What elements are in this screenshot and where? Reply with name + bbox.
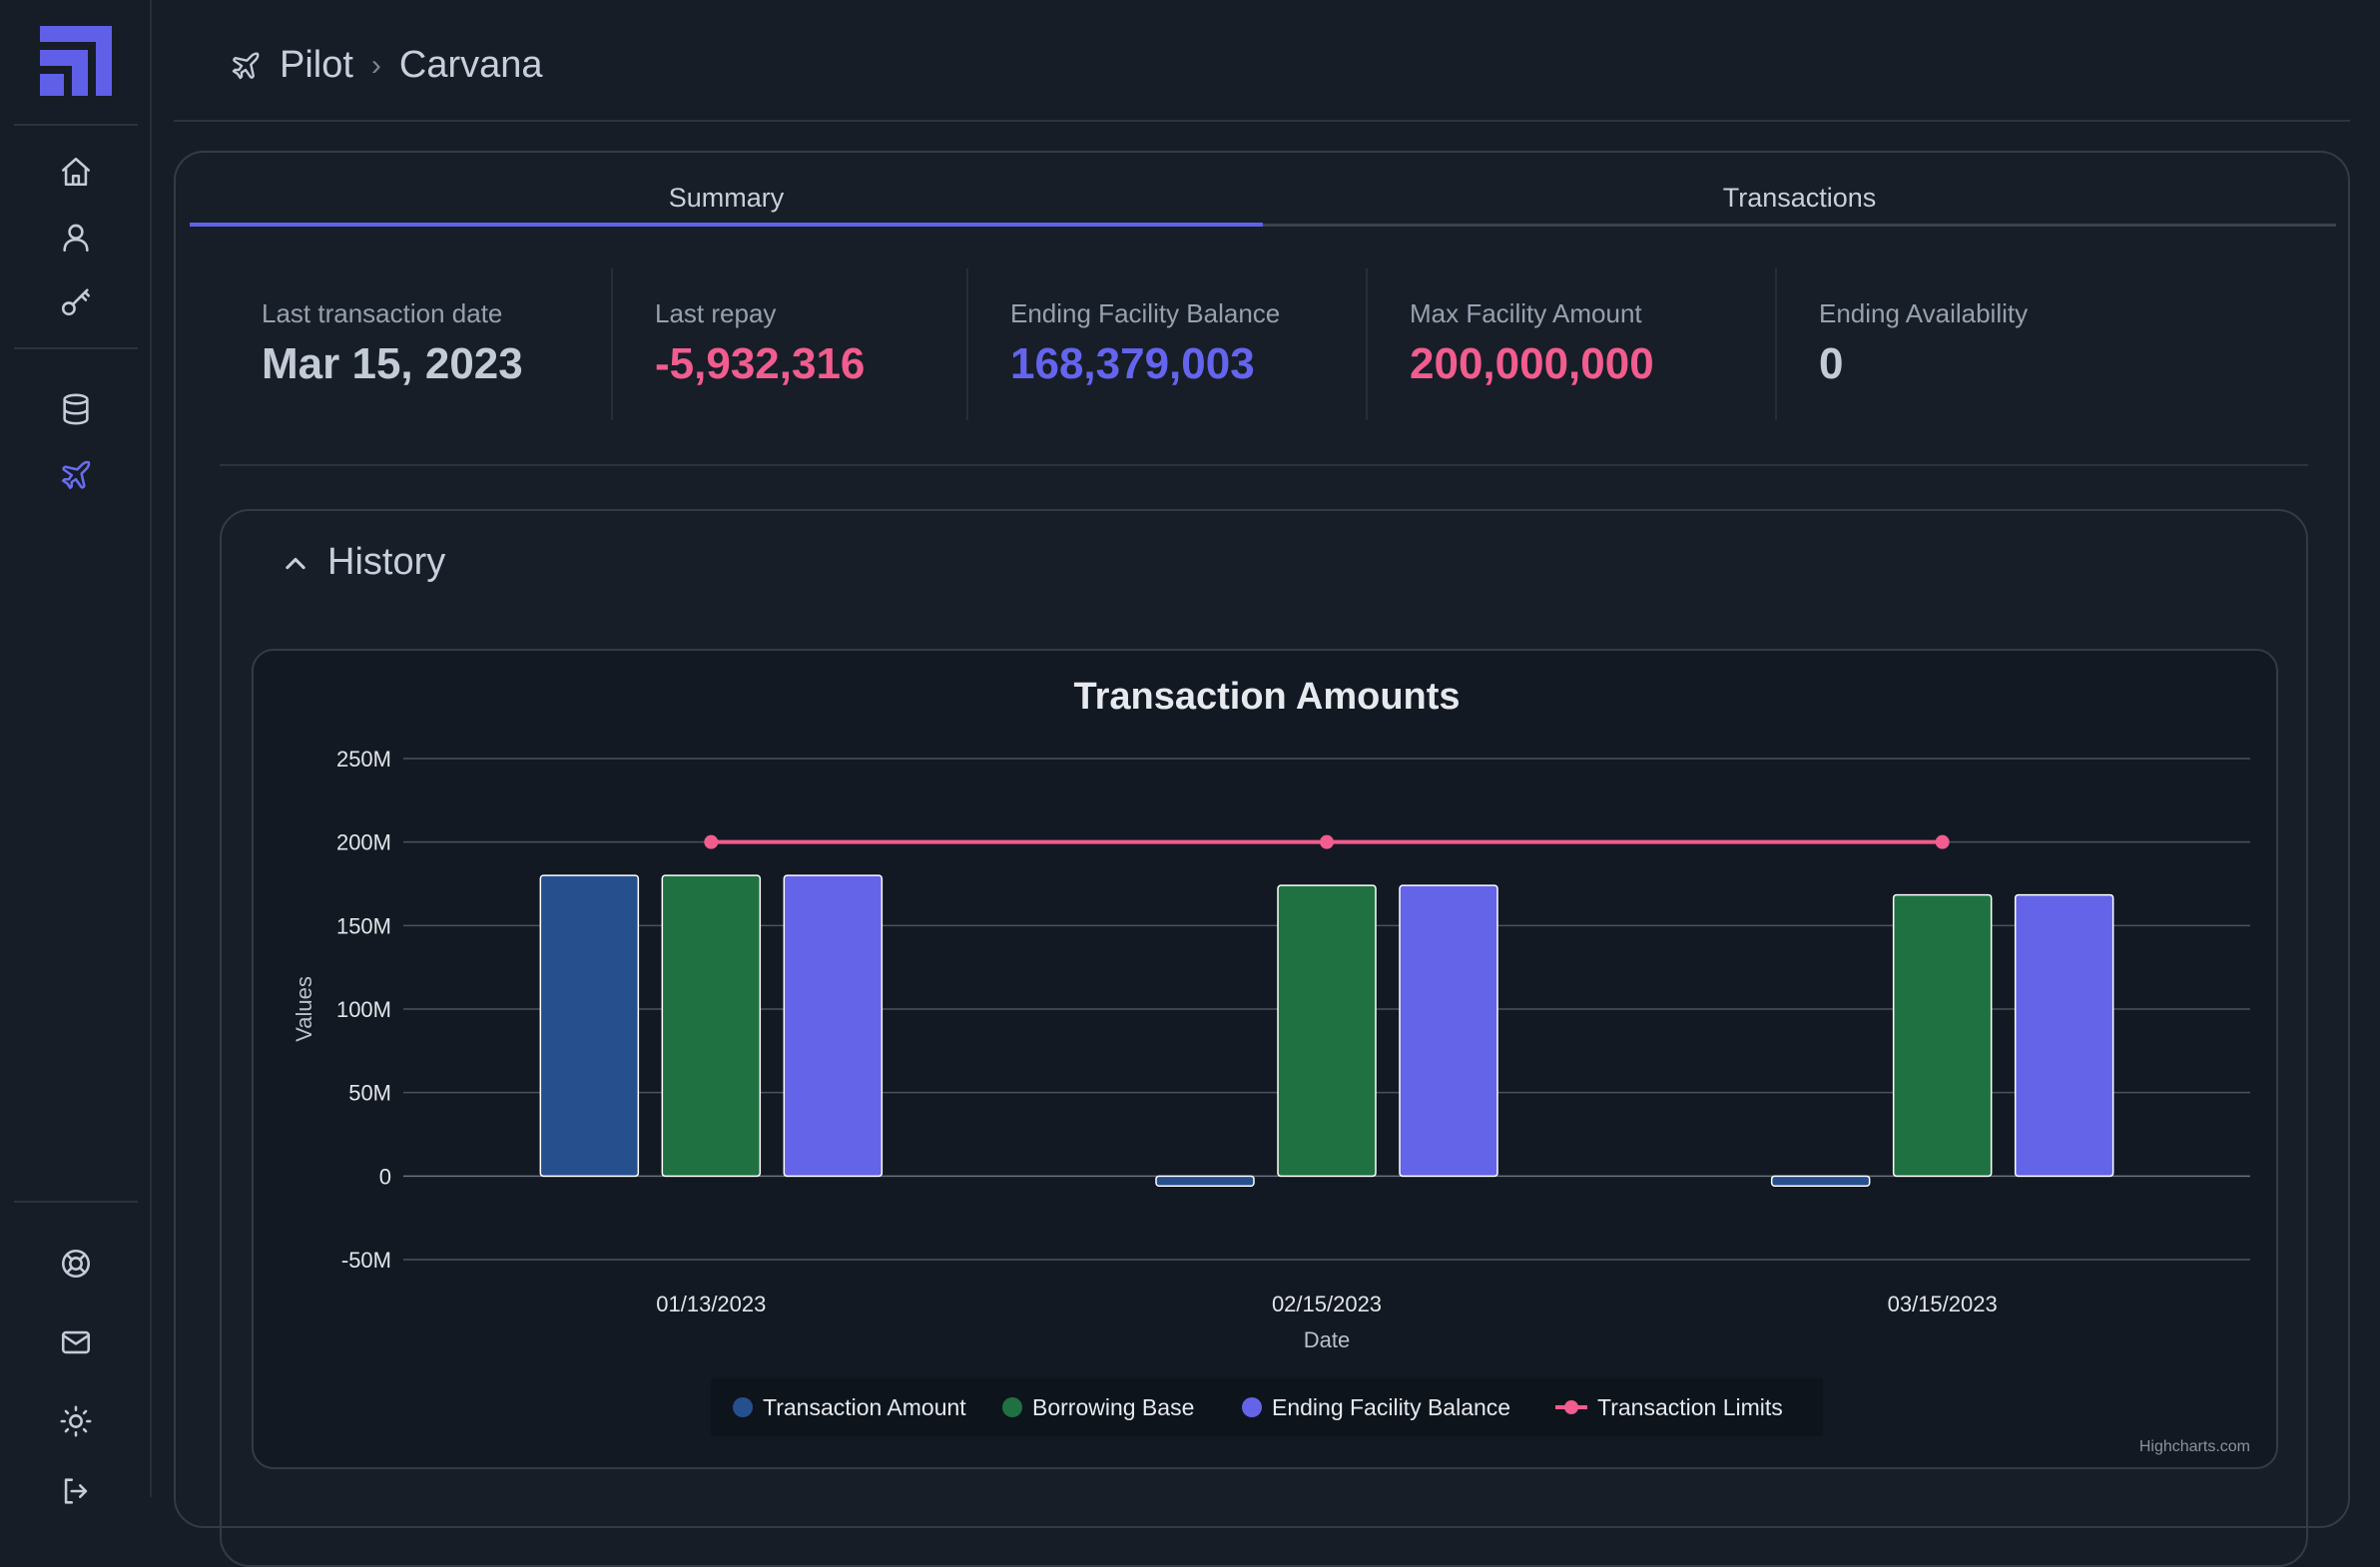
line-point	[1320, 834, 1334, 849]
sidebar-divider	[14, 124, 138, 126]
y-axis-label: Values	[292, 976, 316, 1042]
legend-item-label: Transaction Amount	[763, 1394, 966, 1420]
sidebar	[0, 0, 152, 1504]
legend-item-label: Transaction Limits	[1597, 1394, 1783, 1420]
tab-bar: Summary Transactions	[190, 171, 2336, 227]
stat-max-facility-amount: Max Facility Amount 200,000,000	[1368, 268, 1777, 420]
bar-borrowing-base	[1277, 884, 1377, 1178]
bar-ending-facility-balance	[1399, 884, 1498, 1178]
y-tick-label: 250M	[336, 747, 391, 772]
y-tick-label: 0	[379, 1164, 391, 1189]
legend-item-label: Ending Facility Balance	[1272, 1394, 1510, 1420]
bar-borrowing-base	[1892, 893, 1993, 1178]
tab-summary[interactable]: Summary	[190, 171, 1263, 227]
stat-value: -5,932,316	[655, 339, 866, 388]
legend-symbol	[1002, 1397, 1022, 1417]
sidebar-divider	[14, 347, 138, 349]
lifebuoy-icon[interactable]	[56, 1244, 96, 1284]
breadcrumb: Pilot › Carvana	[230, 44, 543, 87]
bar-ending-facility-balance	[783, 874, 884, 1178]
stat-label: Last transaction date	[262, 298, 503, 328]
x-tick-label: 01/13/2023	[656, 1292, 766, 1316]
airplane-icon	[232, 52, 260, 79]
y-tick-label: 150M	[336, 913, 391, 938]
sidebar-divider	[14, 1201, 138, 1203]
y-tick-label: 50M	[348, 1081, 391, 1106]
x-tick-label: 03/15/2023	[1888, 1292, 1998, 1316]
breadcrumb-current: Carvana	[398, 44, 543, 86]
history-title: History	[327, 541, 446, 583]
user-icon[interactable]	[56, 218, 96, 258]
chart-title: Transaction Amounts	[1073, 676, 1460, 718]
stat-ending-facility-balance: Ending Facility Balance 168,379,003	[968, 268, 1368, 420]
stat-last-repay: Last repay -5,932,316	[613, 268, 968, 420]
transaction-chart: Transaction Amounts 250M 200M 150M 100M 50M 0 -…	[252, 649, 2278, 1469]
airplane-icon[interactable]	[56, 455, 96, 495]
x-axis-label: Date	[1304, 1327, 1350, 1352]
tab-transactions[interactable]: Transactions	[1722, 183, 1877, 213]
stat-label: Last repay	[655, 298, 777, 328]
y-tick-label: 100M	[336, 997, 391, 1022]
database-icon[interactable]	[56, 389, 96, 429]
mail-icon[interactable]	[56, 1322, 96, 1362]
stat-last-transaction-date: Last transaction date Mar 15, 2023	[220, 268, 613, 420]
home-icon[interactable]	[56, 152, 96, 192]
stat-value: 200,000,000	[1410, 339, 1654, 388]
stat-value: 0	[1819, 339, 1844, 388]
stat-label: Ending Availability	[1819, 298, 2029, 328]
x-tick-label: 02/15/2023	[1272, 1292, 1382, 1316]
history-toggle[interactable]: History	[282, 541, 445, 584]
history-panel: History Transaction Amounts 250M 200M 150M 1…	[220, 509, 2308, 1567]
breadcrumb-root[interactable]: Pilot	[280, 44, 353, 86]
legend-symbol	[1564, 1400, 1578, 1414]
chart-svg: Transaction Amounts 250M 200M 150M 100M 50M 0 -…	[292, 676, 2250, 1455]
page-header: Pilot › Carvana	[174, 0, 2350, 122]
bar-transaction-amount	[539, 874, 640, 1178]
sun-icon[interactable]	[56, 1401, 96, 1441]
stat-value: Mar 15, 2023	[262, 339, 523, 388]
stat-ending-availability: Ending Availability 0	[1777, 268, 2308, 420]
line-point	[1935, 834, 1950, 849]
legend-item-label: Borrowing Base	[1032, 1394, 1194, 1420]
bar-transaction-amount	[1155, 1175, 1255, 1188]
y-tick-label: -50M	[341, 1248, 391, 1273]
bar-borrowing-base	[661, 874, 762, 1178]
stat-value: 168,379,003	[1010, 339, 1255, 388]
stat-label: Max Facility Amount	[1410, 298, 1642, 328]
bar-ending-facility-balance	[2014, 893, 2114, 1178]
line-point	[704, 834, 719, 849]
chart-credits: Highcharts.com	[2139, 1438, 2250, 1455]
stats-divider	[220, 464, 2308, 466]
stat-label: Ending Facility Balance	[1010, 298, 1281, 328]
legend-box	[711, 1378, 1823, 1436]
chevron-right-icon: ›	[370, 48, 381, 82]
key-icon[interactable]	[56, 281, 96, 321]
bar-transaction-amount	[1770, 1175, 1871, 1188]
pilot-detail-card: Summary Transactions Last transaction da…	[174, 151, 2350, 1567]
legend-symbol	[733, 1397, 753, 1417]
chevron-up-icon	[286, 557, 305, 569]
legend-symbol	[1242, 1397, 1262, 1417]
y-tick-label: 200M	[336, 830, 391, 855]
summary-stats: Last transaction date Mar 15, 2023 Last …	[220, 268, 2308, 420]
app-logo[interactable]	[40, 26, 112, 96]
logout-icon[interactable]	[56, 1471, 96, 1511]
